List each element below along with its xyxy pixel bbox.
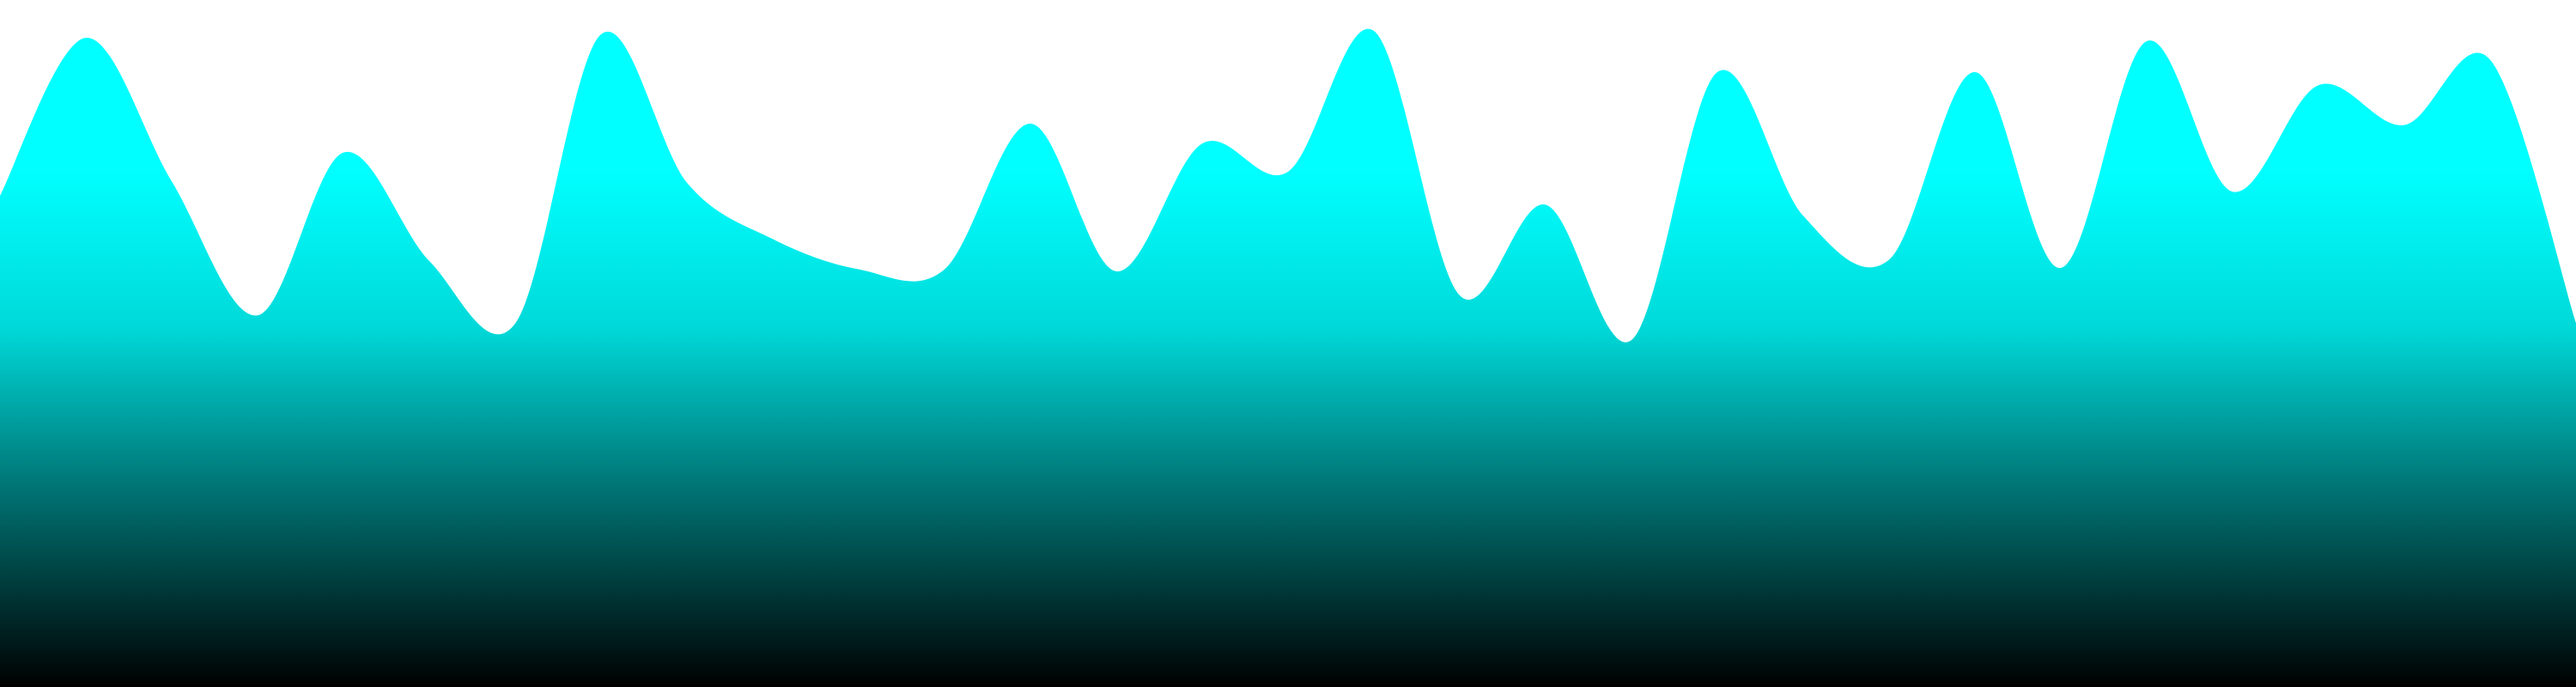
- valley-shade-band: [2031, 28, 2091, 687]
- valley-shade-band: [1086, 28, 1146, 687]
- valley-shade-band: [2202, 28, 2263, 687]
- valley-shade-band: [1859, 28, 1919, 687]
- valley-shade-band: [485, 28, 545, 687]
- valley-shade-band: [914, 28, 975, 687]
- valley-shade-band: [1601, 28, 1662, 687]
- valley-shade-band: [0, 28, 30, 687]
- valley-shade-band: [2374, 28, 2434, 687]
- waveform-area: [0, 28, 2576, 687]
- valley-shade-band: [2546, 28, 2576, 687]
- valley-shade-band: [1430, 28, 1490, 687]
- valley-shade-band: [1258, 28, 1318, 687]
- valley-shade-band: [829, 28, 889, 687]
- valley-shade-band: [228, 28, 288, 687]
